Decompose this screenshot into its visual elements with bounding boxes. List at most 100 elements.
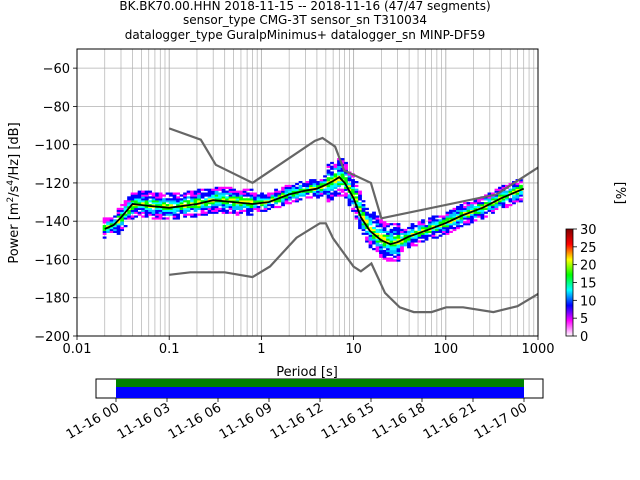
histogram-cell bbox=[491, 207, 495, 211]
histogram-cell bbox=[456, 211, 460, 214]
histogram-cell bbox=[200, 213, 205, 216]
histogram-cell bbox=[232, 209, 236, 212]
histogram-cell bbox=[372, 240, 376, 243]
histogram-cell bbox=[501, 190, 506, 193]
histogram-cell bbox=[130, 207, 135, 211]
histogram-cell bbox=[270, 203, 275, 207]
histogram-cell bbox=[193, 209, 198, 212]
histogram-cell bbox=[169, 194, 173, 197]
histogram-cell bbox=[379, 234, 383, 237]
histogram-cell bbox=[501, 192, 506, 195]
histogram-cell bbox=[330, 196, 334, 199]
histogram-cell bbox=[389, 247, 394, 251]
histogram-cell bbox=[204, 213, 208, 216]
histogram-cell bbox=[337, 169, 341, 172]
histogram-cell bbox=[330, 177, 334, 180]
histogram-cell bbox=[260, 196, 264, 199]
histogram-cell bbox=[246, 194, 250, 197]
histogram-cell bbox=[186, 207, 191, 211]
histogram-cell bbox=[137, 200, 142, 203]
histogram-cell bbox=[358, 207, 362, 211]
histogram-cell bbox=[414, 238, 418, 241]
histogram-cell bbox=[428, 234, 432, 237]
histogram-cell bbox=[382, 221, 387, 224]
histogram-cell bbox=[109, 221, 114, 224]
histogram-cell bbox=[333, 177, 338, 180]
histogram-cell bbox=[204, 207, 208, 211]
histogram-cell bbox=[137, 192, 142, 195]
histogram-cell bbox=[295, 194, 299, 197]
histogram-cell bbox=[340, 188, 345, 191]
histogram-cell bbox=[309, 190, 313, 193]
histogram-cell bbox=[162, 217, 166, 220]
histogram-cell bbox=[253, 203, 257, 207]
histogram-cell bbox=[354, 190, 359, 193]
histogram-cell bbox=[410, 228, 415, 232]
histogram-cell bbox=[498, 203, 502, 207]
histogram-cell bbox=[484, 207, 488, 211]
histogram-cell bbox=[235, 203, 240, 207]
histogram-cell bbox=[344, 196, 348, 199]
histogram-cell bbox=[298, 194, 303, 197]
y-axis-ticks: −200 −180 −160 −140 −120 −100 −80 −60 bbox=[34, 62, 77, 345]
histogram-cell bbox=[442, 221, 446, 224]
histogram-cell bbox=[298, 181, 303, 184]
histogram-cell bbox=[466, 205, 471, 209]
histogram-cell bbox=[256, 194, 261, 197]
histogram-cell bbox=[246, 198, 250, 201]
new-low-noise-model-line bbox=[169, 222, 539, 314]
histogram-cell bbox=[361, 226, 366, 230]
histogram-cell bbox=[330, 171, 334, 174]
histogram-cell bbox=[449, 230, 453, 233]
histogram-cell bbox=[351, 188, 355, 191]
histogram-cell bbox=[197, 190, 201, 193]
histogram-cell bbox=[449, 215, 453, 218]
histogram-cell bbox=[158, 213, 163, 216]
histogram-cell bbox=[365, 221, 369, 224]
histogram-cell bbox=[368, 246, 373, 249]
timeline-tick-label: 11-16 06 bbox=[166, 400, 224, 442]
histogram-cell bbox=[382, 242, 387, 245]
histogram-cell bbox=[445, 223, 450, 226]
histogram-cell bbox=[134, 209, 138, 212]
histogram-cell bbox=[396, 242, 401, 245]
histogram-cell bbox=[197, 198, 201, 201]
histogram-cell bbox=[515, 186, 520, 189]
histogram-cell bbox=[372, 228, 376, 232]
histogram-cell bbox=[270, 196, 275, 199]
histogram-cell bbox=[319, 186, 324, 189]
histogram-cell bbox=[519, 184, 523, 188]
histogram-cell bbox=[228, 192, 233, 195]
histogram-cell bbox=[372, 226, 376, 230]
histogram-cell bbox=[211, 205, 215, 209]
histogram-cell bbox=[487, 202, 492, 205]
histogram-cell bbox=[368, 215, 373, 218]
histogram-cell bbox=[288, 188, 292, 191]
histogram-cell bbox=[197, 200, 201, 203]
histogram-cell bbox=[267, 194, 271, 197]
histogram-cell bbox=[151, 211, 156, 214]
histogram-cell bbox=[424, 234, 429, 237]
histogram-cell bbox=[501, 184, 506, 188]
histogram-cell bbox=[326, 165, 331, 168]
histogram-cell bbox=[249, 200, 254, 203]
histogram-cell bbox=[494, 196, 499, 199]
histogram-cell bbox=[361, 215, 366, 218]
histogram-cell bbox=[449, 213, 453, 216]
histogram-cell bbox=[165, 211, 170, 214]
histogram-cell bbox=[225, 211, 229, 214]
histogram-cell bbox=[326, 169, 331, 172]
histogram-cell bbox=[473, 202, 478, 205]
histogram-cell bbox=[361, 225, 366, 228]
histogram-cell bbox=[225, 203, 229, 207]
histogram-cell bbox=[274, 202, 278, 205]
histogram-cell bbox=[130, 200, 135, 203]
histogram-cell bbox=[498, 196, 502, 199]
histogram-cell bbox=[379, 230, 383, 233]
histogram-cell bbox=[120, 221, 124, 224]
histogram-cell bbox=[333, 182, 338, 186]
histogram-cell bbox=[197, 194, 201, 197]
histogram-cell bbox=[214, 203, 219, 207]
histogram-cell bbox=[186, 213, 191, 216]
histogram-cell bbox=[277, 192, 282, 195]
